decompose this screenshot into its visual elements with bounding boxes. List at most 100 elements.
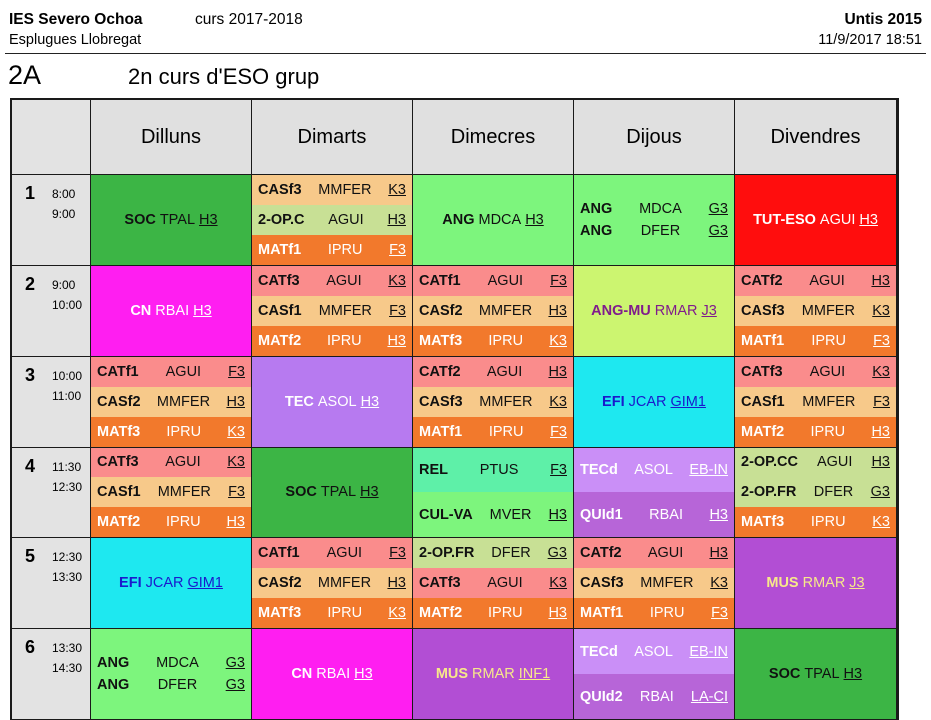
room-code[interactable]: H3 [226,514,245,531]
lesson-entry[interactable]: SOC TPAL H3 [252,448,412,538]
lesson-entry[interactable]: ANG MDCA G3 [574,201,734,217]
lesson-entry[interactable]: CATf3 AGUI K3 [252,265,412,296]
room-code[interactable]: F3 [873,332,890,349]
room-code[interactable]: H3 [709,506,728,523]
room-code[interactable]: H3 [871,423,890,440]
lesson-cell[interactable]: CATf2 AGUI H3 CASf3 MMFER K3 MATf1 IPRU F3 [413,356,574,448]
room-code[interactable]: EB-IN [689,643,728,660]
room-code[interactable]: H3 [843,666,863,683]
room-code[interactable]: K3 [388,272,406,289]
room-code[interactable]: H3 [387,211,406,228]
lesson-entry[interactable]: CATf1 AGUI F3 [91,356,251,387]
lesson-entry[interactable]: MATf1 IPRU F3 [252,234,412,265]
lesson-cell[interactable]: SOC TPAL H3 [735,629,896,720]
lesson-cell[interactable]: CN RBAI H3 [252,629,413,720]
lesson-entry[interactable]: CATf2 AGUI H3 [735,265,896,296]
room-code[interactable]: LA-CI [690,688,728,705]
room-code[interactable]: INF1 [518,666,551,683]
room-code[interactable]: H3 [859,211,878,228]
lesson-cell[interactable]: ANG-MU RMAR J3 [574,265,735,357]
room-code[interactable]: H3 [387,332,406,349]
room-code[interactable]: G3 [870,484,890,501]
lesson-entry[interactable]: QUId1 RBAI H3 [574,492,734,538]
room-code[interactable]: F3 [389,241,406,258]
lesson-cell[interactable]: TEC ASOL H3 [252,356,413,448]
room-code[interactable]: H3 [199,211,218,228]
room-code[interactable]: H3 [360,393,380,410]
room-code[interactable]: F3 [389,545,406,562]
lesson-cell[interactable]: CATf3 AGUI K3 CASf1 MMFER F3 MATf2 IPRU H3 [735,356,896,448]
lesson-entry[interactable]: CASf3 MMFER K3 [574,568,734,599]
lesson-entry[interactable]: MATf1 IPRU F3 [413,416,573,447]
room-code[interactable]: H3 [387,575,406,592]
lesson-entry[interactable]: REL PTUS F3 [413,447,573,493]
lesson-entry[interactable]: MATf3 IPRU K3 [413,325,573,356]
room-code[interactable]: F3 [550,272,567,289]
room-code[interactable]: F3 [228,484,245,501]
lesson-entry[interactable]: EFI JCAR GIM1 [91,538,251,628]
room-code[interactable]: F3 [550,423,567,440]
lesson-cell[interactable]: CATf2 AGUI H3 CASf3 MMFER K3 MATf1 IPRU F3 [574,538,735,630]
lesson-cell[interactable]: CATf3 AGUI K3 CASf1 MMFER F3 MATf2 IPRU H3 [91,447,252,539]
lesson-entry[interactable]: CN RBAI H3 [91,266,251,356]
lesson-entry[interactable]: MATf2 IPRU H3 [91,507,251,538]
lesson-cell[interactable]: ANG MDCA G3 ANG DFER G3 [574,175,735,266]
lesson-entry[interactable]: CASf2 MMFER H3 [413,295,573,326]
lesson-entry[interactable]: 2-OP.FR DFER G3 [413,538,573,569]
room-code[interactable]: K3 [227,423,245,440]
lesson-entry[interactable]: 2-OP.C AGUI H3 [252,204,412,235]
room-code[interactable]: K3 [872,363,890,380]
lesson-entry[interactable]: TUT-ESO AGUI H3 [735,175,896,265]
lesson-cell[interactable]: ANG MDCA H3 [413,175,574,266]
lesson-cell[interactable]: MUS RMAR J3 [735,538,896,630]
lesson-entry[interactable]: CATf1 AGUI F3 [413,265,573,296]
room-code[interactable]: F3 [711,605,728,622]
room-code[interactable]: G3 [547,545,567,562]
lesson-cell[interactable]: EFI JCAR GIM1 [91,538,252,630]
lesson-entry[interactable]: MATf3 IPRU K3 [735,507,896,538]
room-code[interactable]: H3 [354,666,373,683]
lesson-cell[interactable]: ANG MDCA G3 ANG DFER G3 [91,629,252,720]
lesson-entry[interactable]: ANG MDCA G3 [91,655,251,671]
lesson-cell[interactable]: SOC TPAL H3 [91,175,252,266]
lesson-cell[interactable]: CASf3 MMFER K3 2-OP.C AGUI H3 MATf1 IPRU F3 [252,175,413,266]
lesson-entry[interactable]: MUS RMAR INF1 [413,629,573,719]
lesson-entry[interactable]: CATf2 AGUI H3 [413,356,573,387]
lesson-cell[interactable]: TECd ASOL EB-IN QUId1 RBAI H3 [574,447,735,539]
lesson-entry[interactable]: CATf3 AGUI K3 [735,356,896,387]
room-code[interactable]: H3 [548,302,567,319]
lesson-entry[interactable]: CUL-VA MVER H3 [413,492,573,538]
lesson-cell[interactable]: TUT-ESO AGUI H3 [735,175,896,266]
room-code[interactable]: K3 [227,454,245,471]
lesson-entry[interactable]: CASf1 MMFER F3 [735,386,896,417]
lesson-entry[interactable]: MATf3 IPRU K3 [252,598,412,629]
lesson-cell[interactable]: TECd ASOL EB-IN QUId2 RBAI LA-CI [574,629,735,720]
lesson-cell[interactable]: CATf1 AGUI F3 CASf2 MMFER H3 MATf3 IPRU K3 [252,538,413,630]
room-code[interactable]: H3 [525,211,544,228]
room-code[interactable]: G3 [225,655,245,672]
lesson-entry[interactable]: ANG-MU RMAR J3 [574,266,734,356]
room-code[interactable]: K3 [388,181,406,198]
lesson-cell[interactable]: SOC TPAL H3 [252,447,413,539]
room-code[interactable]: K3 [549,332,567,349]
lesson-entry[interactable]: 2-OP.FR DFER G3 [735,477,896,508]
lesson-entry[interactable]: CASf2 MMFER H3 [91,386,251,417]
lesson-cell[interactable]: CATf2 AGUI H3 CASf3 MMFER K3 MATf1 IPRU F3 [735,265,896,357]
lesson-entry[interactable]: ANG DFER G3 [91,677,251,693]
lesson-cell[interactable]: CATf1 AGUI F3 CASf2 MMFER H3 MATf3 IPRU K3 [91,356,252,448]
lesson-cell[interactable]: 2-OP.FR DFER G3 CATf3 AGUI K3 MATf2 IPRU H3 [413,538,574,630]
lesson-entry[interactable]: EFI JCAR GIM1 [574,357,734,447]
room-code[interactable]: F3 [873,393,890,410]
room-code[interactable]: H3 [871,272,890,289]
lesson-entry[interactable]: MATf1 IPRU F3 [735,325,896,356]
room-code[interactable]: H3 [226,393,245,410]
room-code[interactable]: G3 [708,200,728,217]
room-code[interactable]: G3 [708,222,728,239]
room-code[interactable]: G3 [225,677,245,694]
room-code[interactable]: K3 [388,605,406,622]
lesson-entry[interactable]: CASf1 MMFER F3 [252,295,412,326]
room-code[interactable]: EB-IN [689,461,728,478]
lesson-entry[interactable]: MATf2 IPRU H3 [252,325,412,356]
lesson-cell[interactable]: EFI JCAR GIM1 [574,356,735,448]
lesson-entry[interactable]: CASf3 MMFER K3 [413,386,573,417]
